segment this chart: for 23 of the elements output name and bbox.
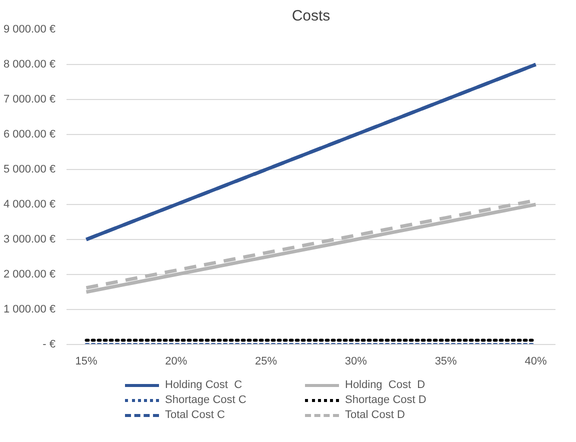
legend-label: Shortage Cost C	[165, 392, 246, 408]
x-tick-label: 25%	[255, 356, 278, 368]
chart-title: Costs	[292, 8, 330, 24]
legend-label: Holding Cost C	[165, 378, 242, 393]
y-tick-label: 8 000.00 €	[4, 58, 56, 70]
y-tick-label: 2 000.00 €	[4, 268, 56, 280]
legend-label: Shortage Cost D	[345, 392, 426, 408]
y-tick-label: - €	[42, 338, 56, 350]
y-tick-label: 1 000.00 €	[4, 304, 56, 316]
legend-label: Total Cost C	[165, 408, 225, 423]
x-tick-label: 15%	[75, 356, 98, 368]
y-tick-label: 9 000.00 €	[4, 24, 56, 36]
y-tick-label: 4 000.00 €	[4, 198, 56, 210]
x-tick-label: 20%	[165, 356, 188, 368]
x-tick-label: 35%	[434, 356, 458, 368]
y-tick-label: 3 000.00 €	[4, 234, 56, 246]
y-tick-label: 7 000.00 €	[4, 94, 56, 106]
x-tick-label: 40%	[524, 356, 547, 368]
legend-label: Total Cost D	[345, 408, 405, 423]
y-tick-label: 6 000.00 €	[4, 128, 56, 140]
legend-label: Holding Cost D	[345, 378, 426, 393]
x-tick-label: 30%	[344, 356, 368, 368]
y-tick-label: 5 000.00 €	[4, 164, 56, 176]
